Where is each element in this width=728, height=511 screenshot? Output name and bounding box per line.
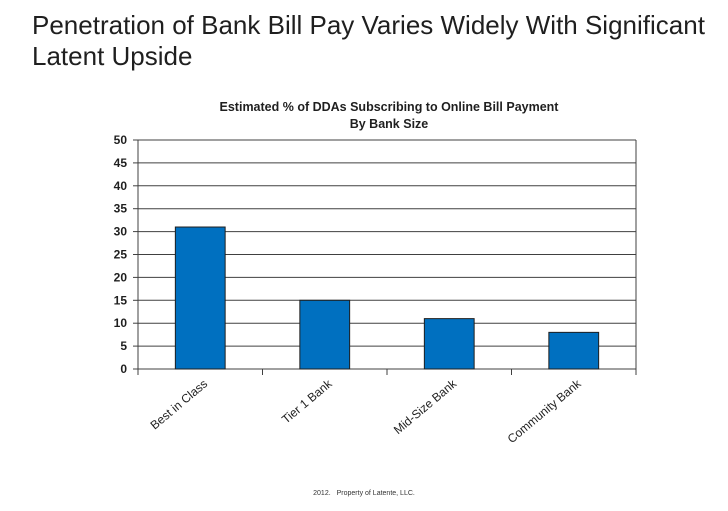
- footer-year: 2012.: [313, 490, 331, 497]
- bar-best-in-class: [174, 226, 226, 370]
- y-tick-label: 5: [120, 339, 127, 353]
- footer-owner: Property of Latente, LLC.: [336, 490, 415, 497]
- y-tick-label: 35: [114, 202, 128, 216]
- y-tick-label: 45: [114, 156, 128, 170]
- slide-title: Penetration of Bank Bill Pay Varies Wide…: [32, 10, 705, 71]
- y-tick-label: 50: [114, 133, 128, 147]
- bars: [174, 226, 600, 370]
- x-category-label: Tier 1 Bank: [279, 376, 335, 427]
- y-tick-label: 25: [114, 248, 128, 262]
- bar-mid-size-bank: [423, 318, 475, 370]
- y-tick-label: 10: [114, 316, 128, 330]
- x-axis-labels: Best in Class Tier 1 Bank Mid-Size Bank Com…: [148, 376, 585, 446]
- y-tick-label: 30: [114, 225, 128, 239]
- chart-subtitle: By Bank Size: [350, 117, 429, 131]
- y-tick-label: 15: [114, 293, 128, 307]
- x-category-label: Best in Class: [148, 377, 211, 433]
- y-tick-label: 40: [114, 179, 128, 193]
- y-axis-ticks: 0 5 10 15 20 25 30 35 40 45 50: [114, 133, 128, 376]
- y-tick-label: 20: [114, 270, 128, 284]
- x-category-label: Mid-Size Bank: [391, 376, 460, 437]
- bar-tier-1-bank: [299, 299, 351, 370]
- chart-title: Estimated % of DDAs Subscribing to Onlin…: [220, 100, 560, 114]
- y-tick-label: 0: [120, 362, 127, 376]
- footer: 2012. Property of Latente, LLC.: [0, 490, 728, 497]
- x-category-label: Community Bank: [505, 376, 585, 446]
- bar-community-bank: [548, 331, 600, 370]
